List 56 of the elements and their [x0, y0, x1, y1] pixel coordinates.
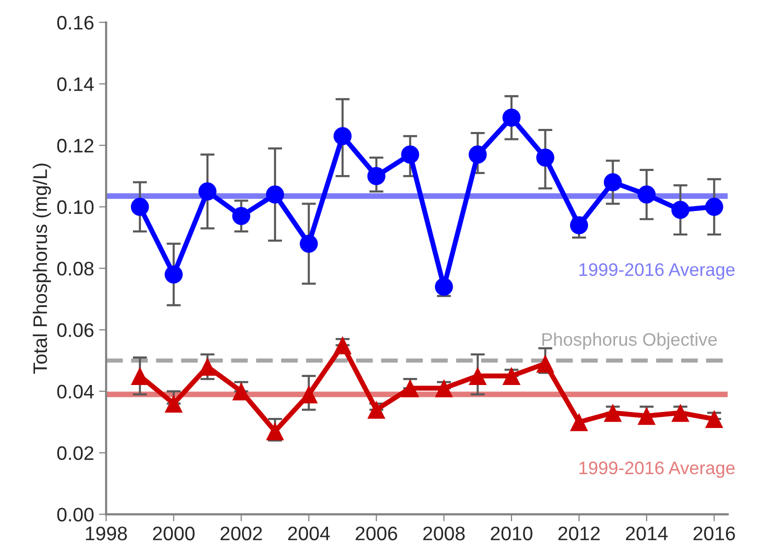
- point: [671, 200, 690, 219]
- y-axis-title: Total Phosphorus (mg/L): [32, 164, 51, 374]
- point: [604, 173, 622, 192]
- x-tick-label: 2012: [558, 526, 600, 540]
- point: [401, 146, 420, 164]
- point: [671, 404, 690, 422]
- point: [536, 148, 554, 167]
- point: [266, 422, 284, 440]
- point: [434, 379, 453, 398]
- x-tick-label: 2002: [220, 526, 262, 540]
- point: [198, 182, 216, 200]
- y-tick-label: 0.12: [57, 138, 94, 153]
- x-tick-label: 2000: [153, 526, 195, 540]
- y-tick-label: 0.08: [57, 262, 94, 276]
- x-tick-label: 2010: [490, 526, 532, 540]
- point: [300, 234, 318, 253]
- ref-line-label: Phosphorus Objective: [542, 332, 717, 350]
- y-tick-label: 0.00: [57, 508, 94, 522]
- point: [266, 186, 284, 204]
- point: [232, 207, 250, 226]
- y-tick-label: 0.02: [57, 446, 94, 460]
- x-tick-label: 2004: [288, 526, 330, 540]
- point: [604, 404, 622, 422]
- y-tick-label: 0.06: [57, 323, 94, 338]
- point: [502, 366, 521, 385]
- point: [130, 366, 149, 385]
- y-tick-label: 0.16: [57, 16, 94, 30]
- point: [130, 198, 149, 216]
- point: [705, 410, 724, 428]
- x-tick-label: 2014: [626, 526, 668, 540]
- y-tick-label: 0.04: [57, 384, 94, 399]
- y-tick-label: 0.14: [57, 77, 94, 92]
- point: [367, 167, 386, 186]
- point: [434, 278, 453, 296]
- point: [164, 394, 183, 413]
- x-tick-label: 2006: [356, 526, 398, 540]
- point: [468, 366, 487, 385]
- x-tick-label: 1998: [86, 526, 127, 540]
- point: [638, 186, 656, 204]
- point: [334, 127, 352, 146]
- x-tick-label: 2016: [694, 526, 735, 540]
- point: [367, 400, 386, 419]
- x-tick-label: 2008: [423, 526, 465, 540]
- point: [468, 146, 487, 164]
- point: [401, 379, 420, 398]
- point: [638, 406, 656, 425]
- y-tick-label: 0.10: [57, 200, 94, 214]
- point: [536, 354, 554, 373]
- point: [570, 413, 588, 432]
- point: [502, 108, 521, 127]
- point: [570, 216, 588, 234]
- point: [164, 265, 183, 284]
- ref-line-label: 1999-2016 Average: [579, 462, 735, 478]
- ref-line-label: 1999-2016 Average: [579, 263, 735, 280]
- point: [705, 198, 724, 216]
- point: [334, 336, 352, 354]
